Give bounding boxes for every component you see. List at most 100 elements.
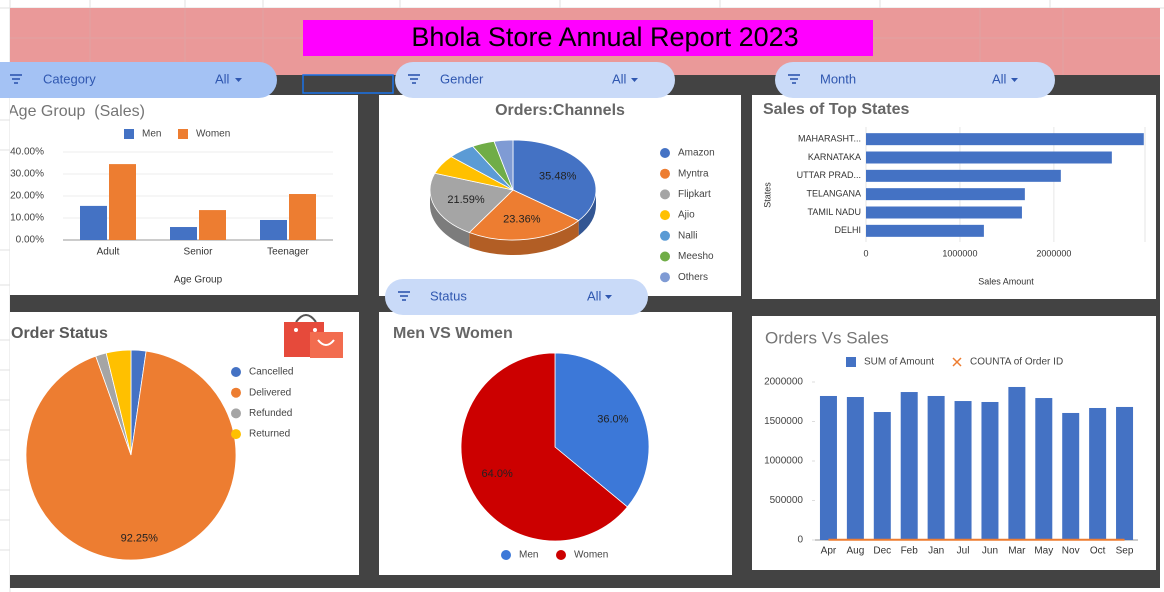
data-label: 92.25% — [121, 532, 159, 544]
y-tick-label: 0 — [797, 535, 803, 546]
filter-chip[interactable]: Gender All — [395, 62, 675, 98]
chart: Orders Vs Sales 0 500000 1000000 1500000 2000… — [764, 328, 1138, 557]
data-label: 23.36% — [503, 213, 541, 225]
dropdown-arrow[interactable] — [605, 295, 612, 299]
bar — [954, 401, 972, 540]
x-tick-label: Jun — [982, 546, 998, 557]
chip-background[interactable] — [0, 62, 277, 98]
y-tick-label: KARNATAKA — [808, 152, 861, 162]
chart: Order Status 92.25% Cancelled Delivered Refu… — [11, 325, 293, 561]
legend-label: COUNTA of Order ID — [970, 357, 1063, 368]
filter-label: Status — [430, 288, 467, 303]
legend-label: Meesho — [678, 251, 714, 262]
x-tick-label: Aug — [846, 546, 864, 557]
pie-slice — [25, 350, 237, 561]
y-tick-label: MAHARASHT... — [798, 134, 861, 144]
x-tick-label: Adult — [97, 247, 120, 258]
bar — [289, 194, 316, 240]
pie-slice — [512, 139, 597, 222]
x-axis-label: Sales Amount — [978, 276, 1034, 286]
legend-label: Returned — [249, 429, 290, 440]
bar — [866, 133, 1144, 146]
y-tick-label: UTTAR PRAD... — [797, 170, 861, 180]
legend-label: Men — [142, 129, 161, 140]
bar — [199, 210, 226, 240]
legend-label: Ajio — [678, 210, 695, 221]
legend-label: Women — [574, 550, 608, 561]
filter-label: Gender — [440, 71, 484, 86]
chip-background[interactable] — [775, 62, 1055, 98]
data-label: 21.59% — [447, 194, 485, 206]
legend-marker — [660, 189, 670, 200]
bar — [1035, 398, 1053, 540]
x-tick-label: 1000000 — [942, 248, 977, 258]
x-tick-label: May — [1034, 546, 1053, 557]
y-tick-label: 2000000 — [764, 377, 803, 388]
x-axis-label: Age Group — [174, 275, 223, 286]
legend-marker — [660, 210, 670, 221]
chip-background[interactable] — [385, 279, 648, 315]
filter-value[interactable]: All — [587, 288, 602, 303]
legend-label: Women — [196, 129, 230, 140]
title-box — [303, 20, 873, 56]
filter-value[interactable]: All — [992, 71, 1007, 86]
filter-chip[interactable]: Category All — [0, 62, 277, 98]
chart-title: Age Group (Sales) — [8, 103, 145, 120]
legend-label: Flipkart — [678, 189, 711, 200]
data-label: 36.0% — [597, 414, 628, 426]
y-tick-label: 40.00% — [10, 147, 44, 158]
x-tick-label: Feb — [901, 546, 919, 557]
y-tick-label: 500000 — [770, 495, 804, 506]
legend-label: Nalli — [678, 230, 697, 241]
chip-background[interactable] — [395, 62, 675, 98]
pie-slice — [429, 172, 514, 233]
bar — [866, 206, 1022, 219]
x-tick-label: Senior — [184, 247, 214, 258]
y-tick-label: 0.00% — [16, 235, 44, 246]
bar — [260, 219, 287, 240]
y-axis-label: States — [762, 182, 772, 208]
chart-title: Orders Vs Sales — [765, 328, 889, 347]
y-tick-label: 10.00% — [10, 213, 44, 224]
bar — [866, 151, 1112, 164]
legend-marker — [660, 168, 670, 179]
y-tick-label: 20.00% — [10, 191, 44, 202]
y-tick-label: DELHI — [834, 225, 861, 235]
data-label: 64.0% — [482, 468, 513, 480]
pie-side — [429, 190, 470, 248]
pie-slice — [460, 352, 628, 542]
legend-marker — [660, 230, 670, 241]
legend-marker — [231, 367, 241, 377]
y-tick-label: 30.00% — [10, 169, 44, 180]
bar — [819, 395, 837, 540]
y-tick-label: TAMIL NADU — [807, 207, 861, 217]
dropdown-arrow[interactable] — [631, 78, 638, 82]
legend-marker — [556, 550, 566, 560]
bar — [873, 412, 891, 540]
legend-label: Refunded — [249, 408, 292, 419]
legend-marker — [231, 387, 241, 398]
pie-slice — [468, 189, 580, 241]
pie-slice — [554, 352, 650, 508]
bar — [866, 188, 1025, 201]
legend-marker — [231, 429, 241, 440]
legend-marker — [952, 357, 962, 367]
bar — [900, 392, 918, 540]
filter-icon — [398, 291, 410, 301]
filter-value[interactable]: All — [612, 71, 627, 86]
x-tick-label: Jul — [957, 546, 970, 557]
chart-title: Order Status — [11, 325, 108, 342]
report-title: Bhola Store Annual Report 2023 — [411, 22, 798, 52]
filter-value[interactable]: All — [215, 71, 230, 86]
chart-title: Orders:Channels — [495, 102, 625, 119]
legend-label: Men — [519, 550, 538, 561]
dropdown-arrow[interactable] — [235, 78, 242, 82]
filter-chip[interactable]: Month All — [775, 62, 1055, 98]
dropdown-arrow[interactable] — [1011, 78, 1018, 82]
legend-marker — [124, 129, 134, 139]
legend-marker — [660, 251, 670, 262]
filter-chip[interactable]: Status All — [385, 279, 648, 315]
legend-label: Myntra — [678, 168, 709, 179]
